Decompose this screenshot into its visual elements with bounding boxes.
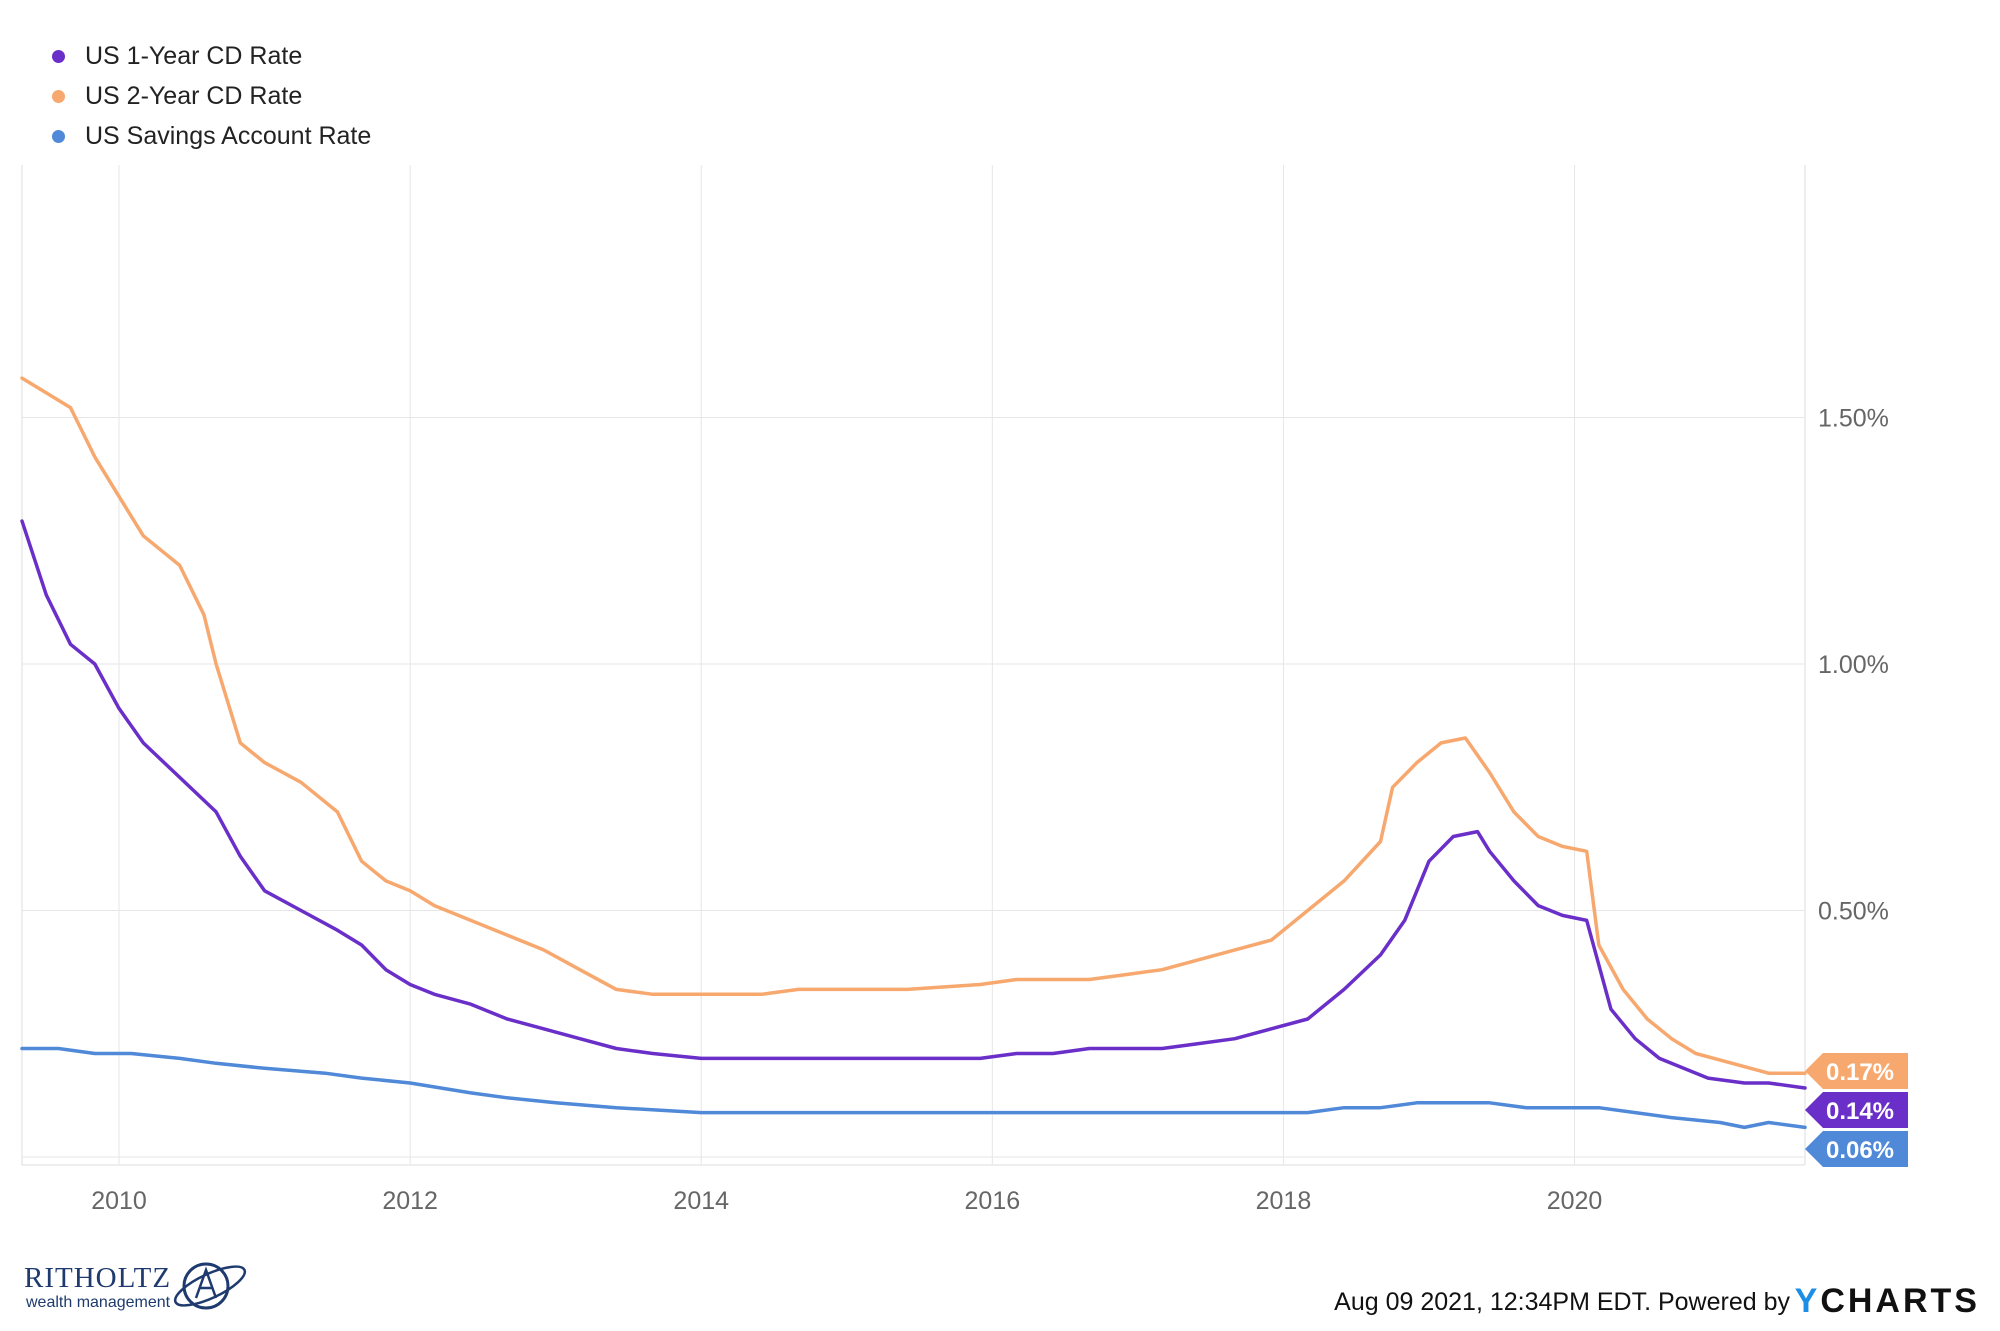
logo-name: RITHOLTZ xyxy=(24,1262,172,1294)
end-value-tag-bg xyxy=(1805,1053,1908,1089)
x-tick-label: 2012 xyxy=(382,1187,438,1215)
logo-subtitle: wealth management xyxy=(26,1294,171,1311)
legend-dot-savings xyxy=(52,129,65,143)
legend: US 1-Year CD Rate US 2-Year CD Rate US S… xyxy=(52,36,371,156)
end-value-tag-bg xyxy=(1805,1131,1908,1167)
y-tick-label: 1.00% xyxy=(1818,651,1889,679)
ycharts-logo-text: CHARTS xyxy=(1820,1282,1980,1320)
end-value-text: 0.17% xyxy=(1826,1059,1894,1086)
legend-item-1y-cd[interactable]: US 1-Year CD Rate xyxy=(52,36,371,76)
globe-icon xyxy=(173,1262,247,1310)
x-tick-label: 2016 xyxy=(965,1187,1021,1215)
legend-dot-2y-cd xyxy=(52,89,65,103)
end-value-tag: 0.17% xyxy=(1805,1053,1908,1089)
series-lines xyxy=(20,376,1807,1130)
legend-label-2y-cd: US 2-Year CD Rate xyxy=(85,81,303,110)
legend-label-1y-cd: US 1-Year CD Rate xyxy=(85,41,303,70)
y-tick-label: 0.50% xyxy=(1818,898,1889,926)
ritholtz-logo: RITHOLTZ wealth management xyxy=(24,1258,264,1314)
ycharts-logo-y: Y xyxy=(1794,1282,1821,1320)
end-value-labels: 0.17% 0.14% 0.06% xyxy=(1805,1053,1908,1167)
legend-label-savings: US Savings Account Rate xyxy=(85,121,372,150)
x-tick-label: 2018 xyxy=(1256,1187,1312,1215)
series-line-0[interactable] xyxy=(20,519,1807,1090)
end-value-tag: 0.06% xyxy=(1805,1131,1908,1167)
end-value-text: 0.14% xyxy=(1826,1098,1894,1125)
ycharts-logo[interactable]: YCHARTS xyxy=(1795,1282,1980,1321)
footer-timestamp: Aug 09 2021, 12:34PM EDT. Powered by xyxy=(1334,1288,1790,1316)
x-tick-label: 2020 xyxy=(1547,1187,1603,1215)
end-value-tag-bg xyxy=(1805,1092,1908,1128)
axes: 0.50% 1.00% 1.50% 2010 2012 2014 2016 2018 2020 xyxy=(91,405,1889,1216)
x-tick-label: 2010 xyxy=(91,1187,147,1215)
series-line-2[interactable] xyxy=(20,1046,1807,1130)
x-tick-label: 2014 xyxy=(673,1187,729,1215)
series-line-1[interactable] xyxy=(20,376,1807,1075)
legend-item-savings[interactable]: US Savings Account Rate xyxy=(52,116,371,156)
end-value-text: 0.06% xyxy=(1826,1137,1894,1164)
grid xyxy=(21,165,1806,1166)
legend-item-2y-cd[interactable]: US 2-Year CD Rate xyxy=(52,76,371,116)
legend-dot-1y-cd xyxy=(52,49,65,63)
y-tick-label: 1.50% xyxy=(1818,405,1889,433)
end-value-tag: 0.14% xyxy=(1805,1092,1908,1128)
